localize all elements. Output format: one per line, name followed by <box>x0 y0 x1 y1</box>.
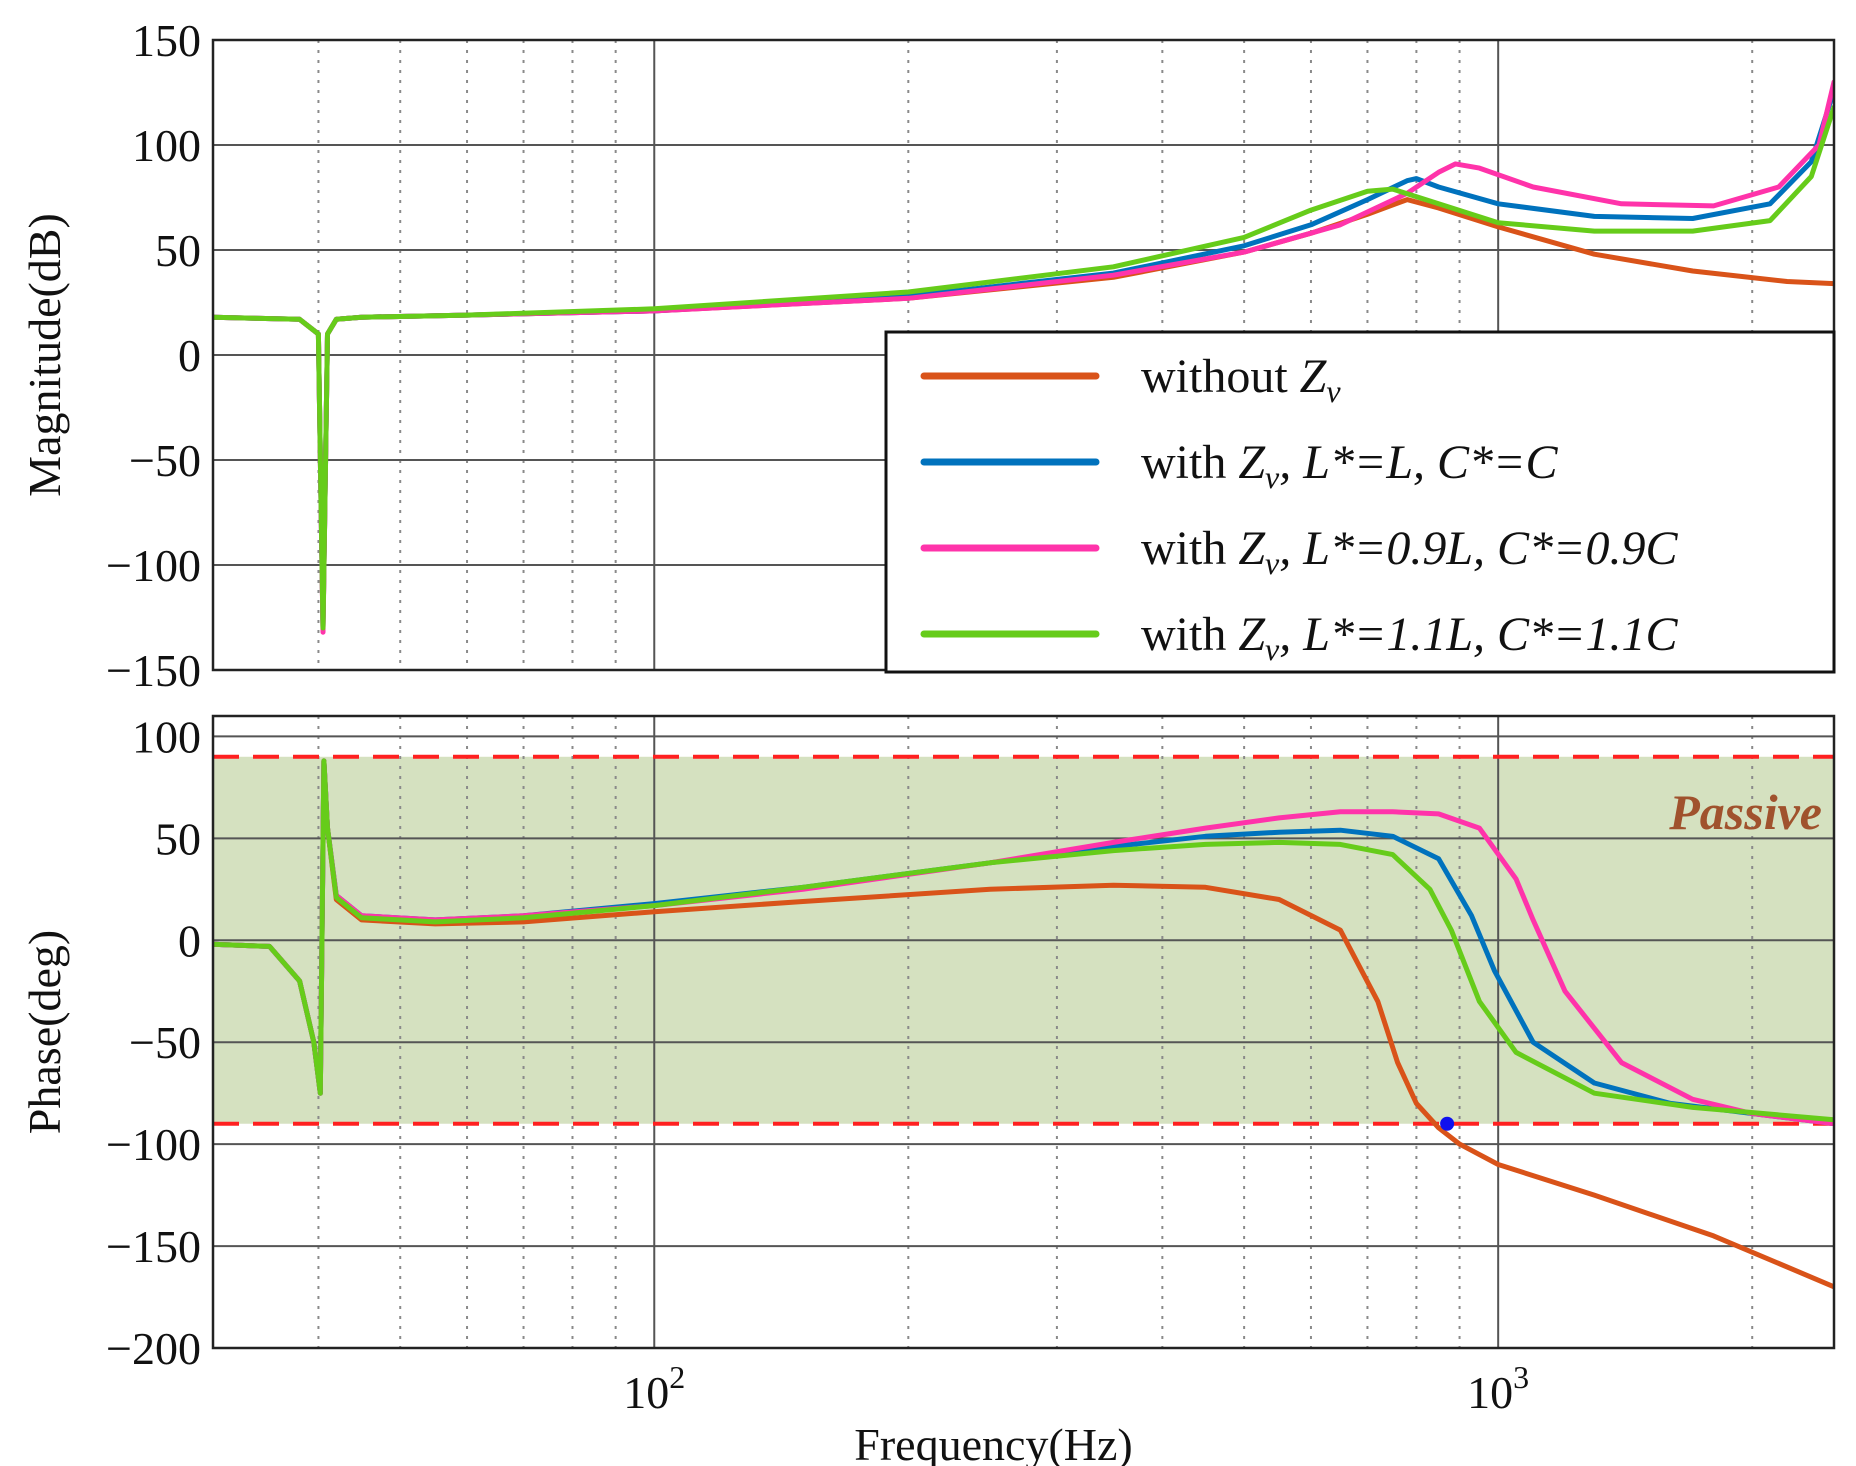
x-tick-exponent: 2 <box>669 1359 685 1395</box>
magnitude-panel: 150 100 50 0 −50 −100 −150 Magnitude(dB) without… <box>19 15 1836 696</box>
legend-label-1: without Zv <box>1141 350 1341 409</box>
legend-sub: v <box>1265 459 1280 495</box>
legend-base: without <box>1141 350 1300 403</box>
plot-frame <box>211 714 1836 1350</box>
passive-label: Passive <box>1668 784 1822 840</box>
y-tick-label: 150 <box>132 15 201 66</box>
y-tick-label: 100 <box>132 120 201 171</box>
legend-label-2: with Zv, L*=L, C*=C <box>1141 436 1558 495</box>
y-axis-title: Magnitude(dB) <box>19 213 70 497</box>
y-tick-label: −150 <box>106 645 201 696</box>
legend-label-3: with Zv, L*=0.9L, C*=0.9C <box>1141 522 1678 581</box>
series-group <box>213 758 1834 1290</box>
legend-z: Z <box>1300 350 1328 403</box>
legend-z: Z <box>1238 608 1266 661</box>
legend-box <box>884 330 1836 674</box>
legend-rest: , L*=0.9L, C*=0.9C <box>1279 522 1678 575</box>
legend-label-4: with Zv, L*=1.1L, C*=1.1C <box>1141 608 1678 667</box>
legend-rest: , L*=1.1L, C*=1.1C <box>1279 608 1678 661</box>
series-line-4 <box>213 104 1834 631</box>
legend-sub: v <box>1326 373 1341 409</box>
legend-base: with <box>1141 522 1238 575</box>
legend-base: with <box>1141 436 1238 489</box>
x-tick-label: 102 <box>623 1359 685 1418</box>
y-tick-label: −50 <box>129 1017 201 1068</box>
x-tick-base: 10 <box>1467 1367 1513 1418</box>
y-tick-label: −100 <box>106 540 201 591</box>
phase-panel: 100 50 0 −50 −100 −150 −200 Passive Phase(deg) 10… <box>19 711 1836 1466</box>
y-tick-label: 100 <box>132 711 201 762</box>
legend-base: with <box>1141 608 1238 661</box>
legend-z: Z <box>1238 436 1266 489</box>
legend-sub: v <box>1265 631 1280 667</box>
y-tick-label: −50 <box>129 435 201 486</box>
crossing-marker <box>1440 1116 1455 1131</box>
x-axis-title: Frequency(Hz) <box>854 1419 1132 1466</box>
y-tick-label: −100 <box>106 1119 201 1170</box>
y-tick-label: 50 <box>155 813 201 864</box>
y-tick-label: 0 <box>178 915 201 966</box>
y-tick-label: −150 <box>106 1221 201 1272</box>
y-axis-title: Phase(deg) <box>19 930 70 1134</box>
x-tick-label: 103 <box>1467 1359 1529 1418</box>
series-line-4 <box>213 758 1834 1123</box>
legend-rest: , L*=L, C*=C <box>1279 436 1558 489</box>
x-tick-base: 10 <box>623 1367 669 1418</box>
y-tick-label: 0 <box>178 330 201 381</box>
legend-z: Z <box>1238 522 1266 575</box>
y-tick-label: −200 <box>106 1323 201 1374</box>
legend-sub: v <box>1265 545 1280 581</box>
x-tick-exponent: 3 <box>1513 1359 1529 1395</box>
series-group <box>213 79 1834 635</box>
y-tick-label: 50 <box>155 225 201 276</box>
